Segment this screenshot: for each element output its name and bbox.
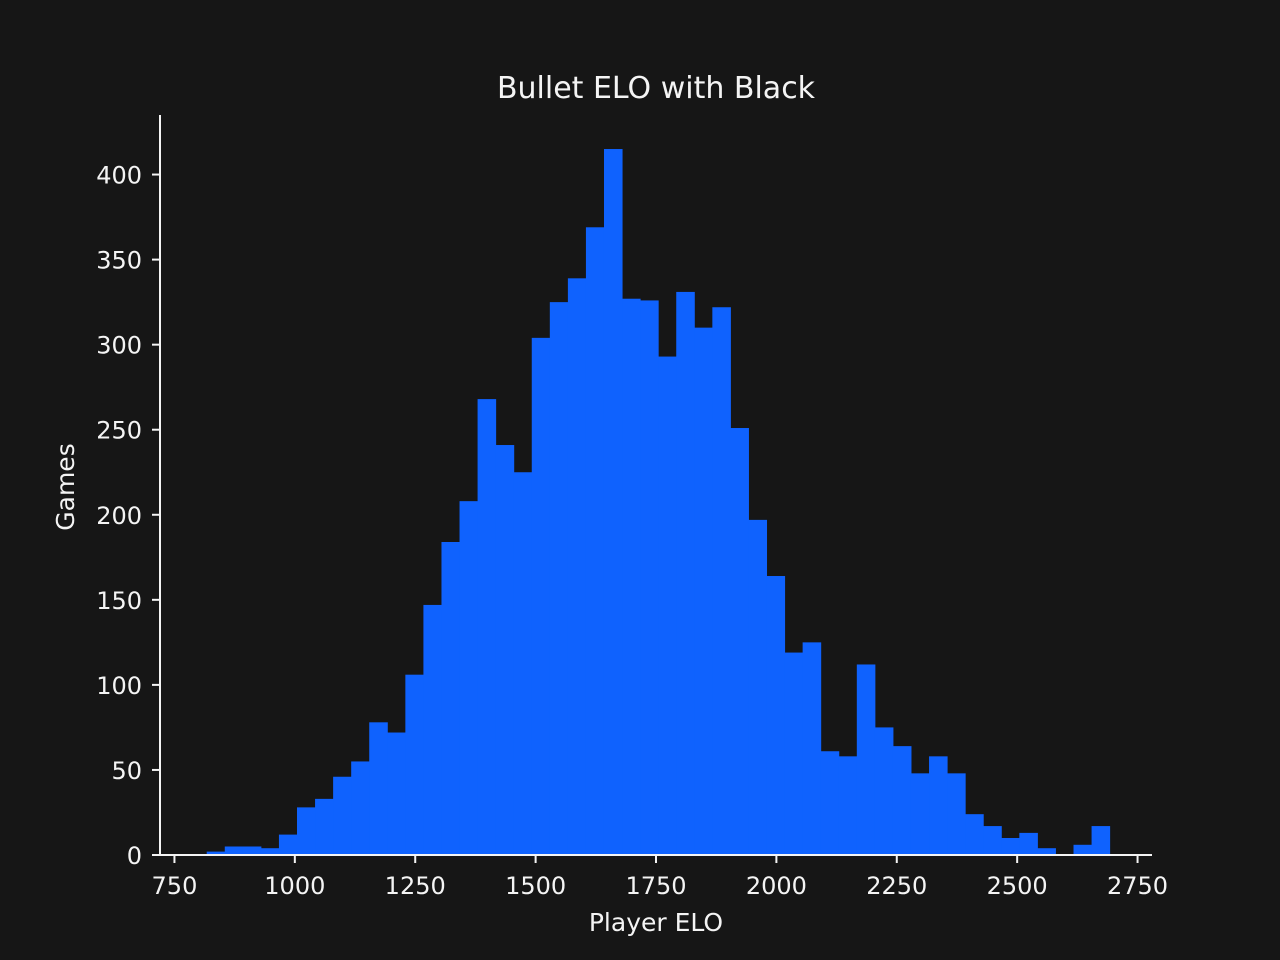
histogram-bar (1037, 848, 1056, 855)
histogram-bar (910, 773, 930, 855)
histogram-bar (929, 756, 948, 855)
histogram-bar (531, 337, 551, 856)
histogram-bar (1001, 837, 1020, 855)
histogram-bar (802, 642, 822, 855)
y-tick-label: 350 (96, 247, 142, 275)
y-tick-label: 300 (96, 332, 142, 360)
histogram-bar (748, 519, 768, 855)
x-tick-label: 2750 (1107, 872, 1168, 900)
histogram-bar (369, 722, 388, 855)
x-tick-label: 2500 (987, 872, 1048, 900)
histogram-bar (315, 798, 334, 855)
histogram-bar (1073, 844, 1093, 855)
x-axis-label: Player ELO (589, 908, 723, 937)
x-tick-label: 750 (152, 872, 198, 900)
y-axis-label: Games (51, 443, 80, 530)
y-tick-label: 150 (96, 587, 142, 615)
histogram-bar (892, 746, 912, 855)
chart-title: Bullet ELO with Black (497, 71, 816, 106)
histogram-bar (784, 652, 804, 855)
axes-layer: 750 1000 1250 1500 1750 2000 2250 2500 2750 0 50 10… (96, 115, 1168, 900)
histogram-bar (477, 399, 497, 855)
histogram-bar (874, 727, 894, 855)
histogram-bar (766, 576, 786, 855)
histogram-bar (459, 501, 479, 855)
histogram-bar (730, 428, 749, 855)
histogram-bar (441, 541, 461, 855)
histogram-bar (603, 149, 623, 855)
histogram-bar (260, 848, 280, 855)
x-tick-label: 1750 (625, 872, 686, 900)
histogram-bar (856, 664, 876, 855)
x-tick-label: 1500 (505, 872, 566, 900)
y-tick-label: 0 (127, 842, 142, 870)
histogram-bar (658, 356, 677, 855)
histogram-bar (820, 751, 840, 855)
histogram-bar (242, 846, 262, 855)
y-tick-label: 250 (96, 417, 142, 445)
histogram-bar (694, 327, 713, 855)
histogram-bar (567, 278, 587, 855)
histogram-bar (622, 298, 641, 856)
histogram-bar (405, 674, 424, 855)
y-tick-label: 50 (111, 757, 142, 785)
histogram-bar (983, 826, 1002, 855)
histogram-bar (224, 846, 244, 855)
histogram-bar (423, 604, 442, 855)
x-tick-label: 2000 (746, 872, 807, 900)
bars-layer (206, 149, 1111, 856)
y-tick-label: 400 (96, 162, 142, 190)
histogram-bar (297, 807, 316, 855)
y-tick-label: 100 (96, 672, 142, 700)
histogram-bar (585, 227, 605, 855)
y-tick-label: 200 (96, 502, 142, 530)
histogram-bar (947, 773, 966, 855)
histogram-bar (640, 300, 659, 855)
histogram-bar (676, 291, 695, 855)
histogram-bar (1019, 832, 1038, 855)
histogram-bar (549, 302, 569, 855)
histogram-bar (965, 814, 984, 855)
x-tick-label: 1000 (264, 872, 325, 900)
x-tick-label: 2250 (866, 872, 927, 900)
histogram-bar (513, 472, 533, 855)
histogram-bar (1091, 826, 1111, 855)
histogram-bar (712, 307, 731, 856)
histogram-bar (206, 851, 226, 855)
x-tick-label: 1250 (385, 872, 446, 900)
histogram-bar (351, 761, 370, 855)
histogram-bar (838, 756, 858, 855)
histogram-bar (495, 445, 515, 855)
histogram-bar (333, 776, 352, 855)
histogram-bar (387, 732, 406, 855)
histogram-bar (278, 834, 298, 855)
